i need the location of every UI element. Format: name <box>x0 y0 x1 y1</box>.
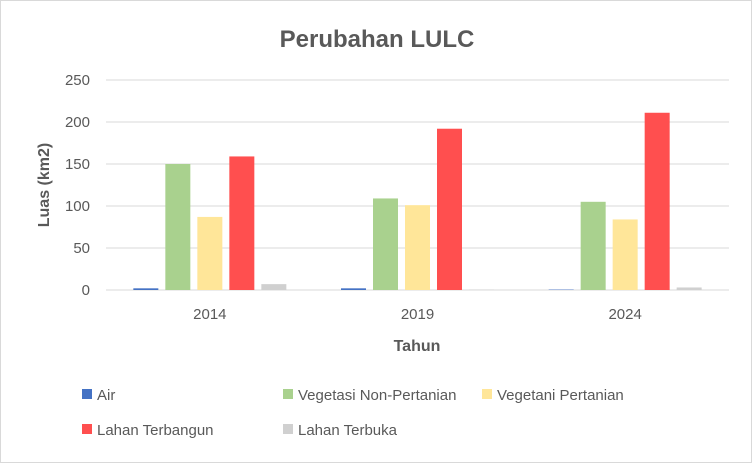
legend-swatch <box>82 389 92 399</box>
legend-item: Air <box>82 387 115 404</box>
legend-item: Lahan Terbangun <box>82 422 214 439</box>
bar-vegetani-pertanian-2014 <box>197 217 222 290</box>
y-tick-label: 50 <box>73 240 90 257</box>
x-axis-title: Tahun <box>394 338 441 355</box>
y-tick-label: 100 <box>65 198 90 215</box>
bar-lahan-terbuka-2014 <box>261 284 286 290</box>
legend-swatch <box>283 389 293 399</box>
bar-lahan-terbangun-2014 <box>229 156 254 290</box>
x-tick-label: 2014 <box>193 306 226 323</box>
legend-swatch <box>482 389 492 399</box>
y-tick-labels: 0 50 100 150 200 250 <box>65 72 90 299</box>
x-tick-label: 2024 <box>608 306 641 323</box>
bar-vegetani-pertanian-2019 <box>405 205 430 290</box>
bar-lahan-terbangun-2019 <box>437 129 462 290</box>
bar-lahan-terbangun-2024 <box>645 113 670 290</box>
legend-item: Vegetani Pertanian <box>482 387 624 404</box>
legend-swatch <box>82 424 92 434</box>
legend-item: Lahan Terbuka <box>283 422 398 439</box>
y-axis-title: Luas (km2) <box>36 143 53 227</box>
chart-title: Perubahan LULC <box>280 26 475 53</box>
legend-label: Vegetasi Non-Pertanian <box>298 387 456 404</box>
legend-label: Air <box>97 387 115 404</box>
bar-air-2014 <box>133 288 158 290</box>
legend-label: Lahan Terbuka <box>298 422 398 439</box>
legend-item: Vegetasi Non-Pertanian <box>283 387 456 404</box>
legend-label: Lahan Terbangun <box>97 422 214 439</box>
y-tick-label: 250 <box>65 72 90 89</box>
bar-lahan-terbuka-2024 <box>677 287 702 290</box>
legend-swatch <box>283 424 293 434</box>
y-tick-label: 150 <box>65 156 90 173</box>
legend: Air Vegetasi Non-Pertanian Vegetani Pertan… <box>82 387 624 439</box>
bar-vegetasi-non-pertanian-2014 <box>165 164 190 290</box>
x-tick-labels: 2014 2019 2024 <box>193 306 642 323</box>
y-tick-label: 200 <box>65 114 90 131</box>
y-tick-label: 0 <box>82 282 90 299</box>
bar-vegetani-pertanian-2024 <box>613 219 638 290</box>
bar-air-2019 <box>341 288 366 290</box>
bars <box>133 113 701 290</box>
bar-vegetasi-non-pertanian-2024 <box>581 202 606 290</box>
legend-label: Vegetani Pertanian <box>497 387 624 404</box>
bar-vegetasi-non-pertanian-2019 <box>373 198 398 290</box>
x-tick-label: 2019 <box>401 306 434 323</box>
